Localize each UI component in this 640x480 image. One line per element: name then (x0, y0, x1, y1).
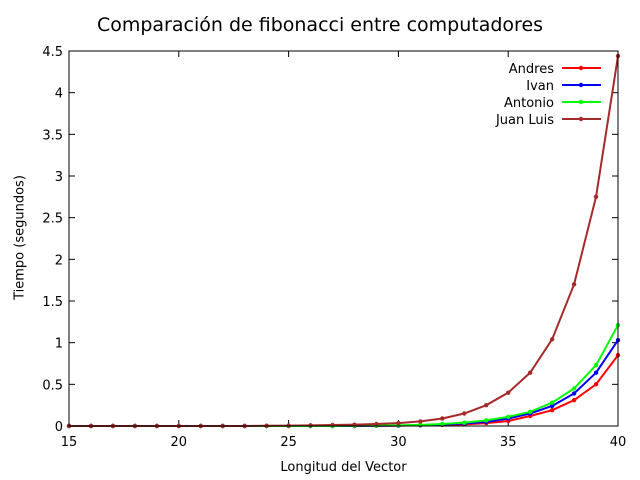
series-line (69, 339, 619, 427)
y-tick-label: 1.5 (42, 295, 63, 310)
data-point (549, 407, 555, 413)
legend-marker (578, 65, 584, 71)
y-tick-label: 2.5 (42, 212, 63, 227)
y-tick-label: 4.5 (42, 45, 63, 60)
x-tick-label: 35 (500, 435, 517, 450)
chart-title: Comparación de fibonacci entre computado… (96, 14, 544, 36)
data-point (593, 194, 599, 200)
data-point (571, 282, 577, 287)
y-tick-label: 0 (55, 420, 63, 435)
legend: Andres Ivan Antonio Juan Luis (495, 62, 601, 128)
y-tick-label: 0.5 (42, 378, 63, 393)
y-tick-label: 4 (55, 87, 63, 102)
y-tick-label: 1 (55, 337, 63, 352)
y-tick-label: 2 (55, 253, 63, 268)
data-point (571, 397, 577, 403)
legend-label: Andres (509, 62, 554, 77)
x-axis-label: Longitud del Vector (280, 460, 407, 475)
legend-label: Ivan (526, 79, 554, 94)
data-point (571, 386, 577, 391)
data-point (527, 409, 533, 415)
data-point (549, 400, 555, 405)
data-point (440, 416, 445, 421)
data-point (571, 391, 577, 396)
series-antonio (66, 322, 621, 429)
data-point (484, 418, 489, 423)
data-point (593, 362, 599, 368)
x-tick-label: 30 (390, 435, 407, 450)
legend-label: Antonio (504, 96, 554, 111)
plot-frame (68, 50, 619, 427)
data-point (549, 403, 555, 409)
data-point (418, 419, 423, 424)
legend-marker (578, 116, 584, 122)
data-point (308, 423, 313, 428)
data-point (593, 370, 599, 375)
data-point (374, 421, 379, 427)
data-point (506, 414, 511, 420)
legend-marker (578, 99, 584, 105)
data-point (396, 420, 401, 426)
data-point (527, 370, 533, 375)
x-tick-label: 25 (280, 435, 297, 450)
data-point (484, 402, 489, 408)
data-point (462, 411, 467, 416)
data-point (462, 420, 467, 425)
legend-marker (578, 82, 584, 88)
x-tick-label: 40 (610, 435, 627, 450)
y-tick-label: 3.5 (42, 128, 63, 143)
data-point (330, 422, 335, 428)
data-point (549, 337, 555, 342)
x-tick-label: 20 (171, 435, 188, 450)
data-point (593, 382, 599, 387)
series-line (69, 55, 619, 427)
series-andres (66, 352, 621, 429)
legend-label: Juan Luis (495, 113, 554, 128)
y-tick-label: 3 (55, 170, 63, 185)
x-tick-label: 15 (61, 435, 78, 450)
data-point (440, 421, 445, 427)
data-point (506, 390, 511, 395)
